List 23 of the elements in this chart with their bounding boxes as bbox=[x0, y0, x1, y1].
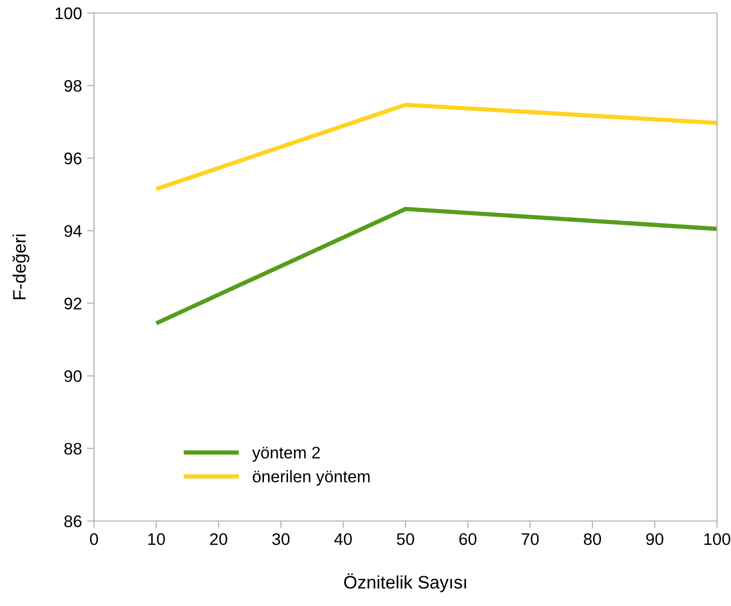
x-tick-label: 100 bbox=[704, 533, 730, 546]
y-tick-label: 98 bbox=[64, 80, 82, 92]
legend-label: yöntem 2 bbox=[252, 446, 320, 462]
x-tick-label: 60 bbox=[459, 533, 476, 546]
y-tick-label: 94 bbox=[64, 225, 82, 237]
x-tick-label: 30 bbox=[272, 533, 290, 546]
x-tick-label: 0 bbox=[90, 533, 98, 546]
y-axis-title: F-değeri bbox=[12, 234, 30, 300]
y-tick-label: 96 bbox=[64, 152, 82, 164]
y-tick-label: 100 bbox=[56, 7, 82, 20]
x-tick-label: 40 bbox=[334, 533, 352, 546]
legend-label: önerilen yöntem bbox=[252, 470, 370, 486]
x-axis-title: Öznitelik Sayısı bbox=[344, 573, 466, 592]
y-tick-label: 90 bbox=[64, 370, 82, 382]
x-tick-label: 90 bbox=[646, 533, 664, 546]
x-tick-label: 50 bbox=[396, 533, 414, 546]
x-tick-label: 20 bbox=[210, 533, 228, 546]
y-tick-label: 92 bbox=[64, 298, 82, 310]
y-tick-label: 88 bbox=[64, 442, 82, 455]
x-tick-label: 10 bbox=[148, 533, 165, 546]
x-tick-label: 70 bbox=[522, 533, 539, 546]
x-tick-label: 80 bbox=[584, 533, 602, 546]
y-tick-label: 86 bbox=[64, 515, 82, 528]
